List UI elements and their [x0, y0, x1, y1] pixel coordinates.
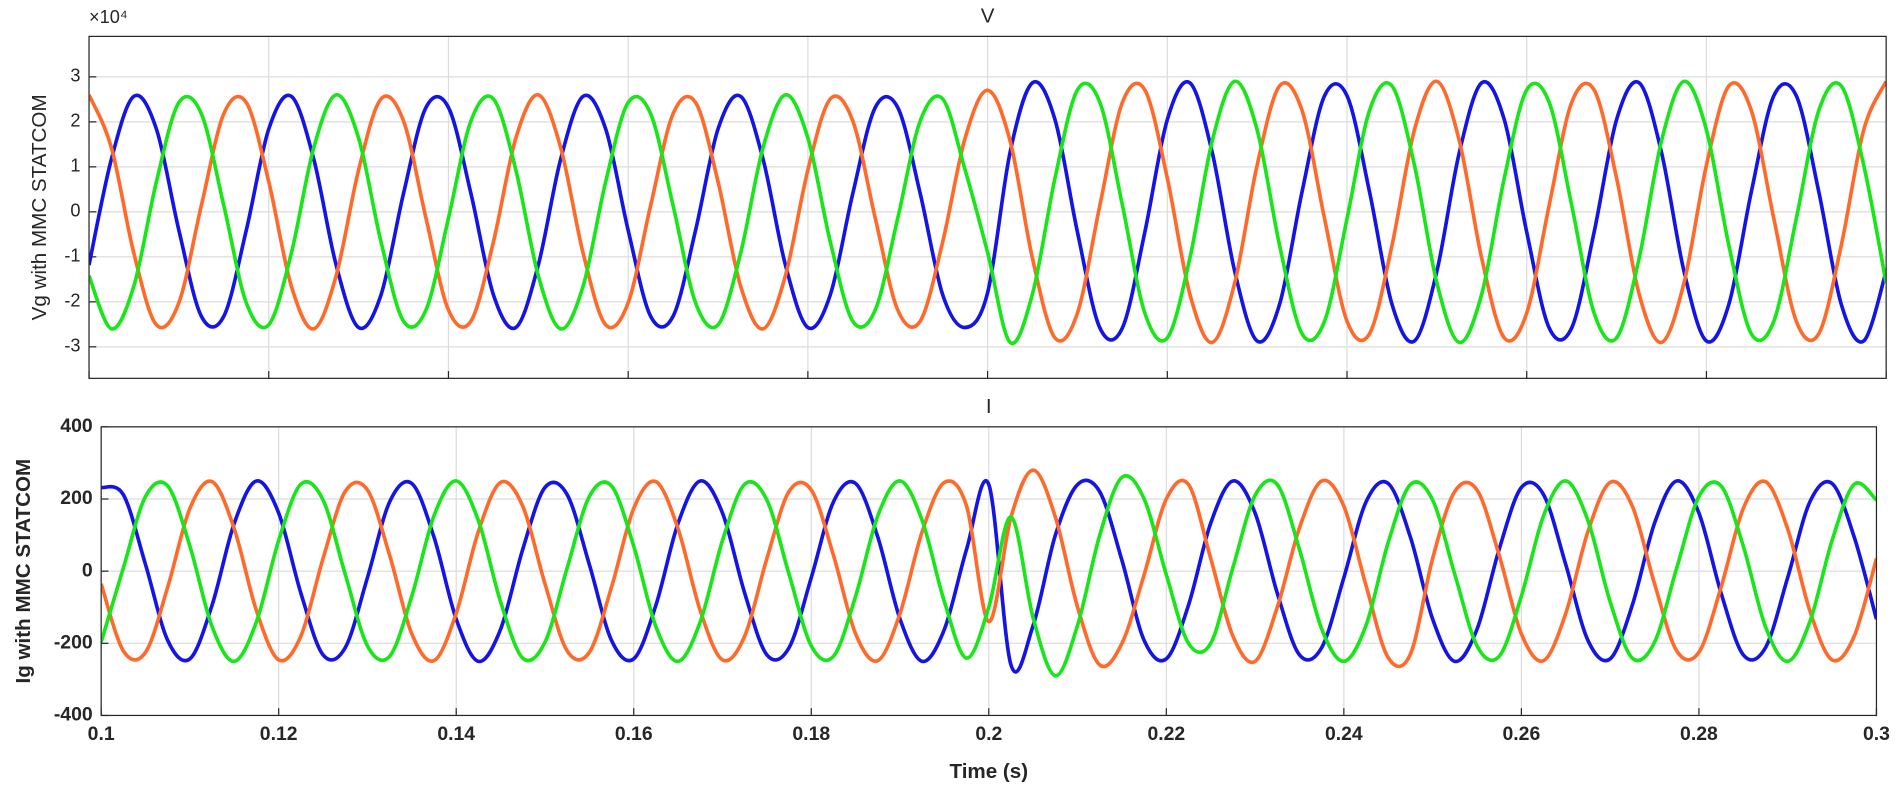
chart-title: V: [981, 4, 995, 27]
x-tick-label: 0.22: [1147, 723, 1185, 745]
y-tick-label: 200: [60, 487, 92, 509]
y-tick-label: -2: [64, 291, 80, 311]
y-tick-label: 0: [70, 201, 80, 221]
x-tick-label: 0.28: [1680, 723, 1718, 745]
series-line: [89, 79, 1887, 344]
y-axis-label: Ig with MMC STATCOM: [12, 459, 35, 684]
x-tick-label: 0.2: [975, 723, 1002, 745]
series-line: [101, 474, 1877, 678]
y-tick-label: -3: [64, 336, 80, 356]
x-tick-label: 0.24: [1325, 723, 1363, 745]
y-tick-label: -200: [54, 631, 93, 653]
axis-exponent: ×10⁴: [89, 7, 128, 27]
x-tick-label: 0.26: [1503, 723, 1541, 745]
y-tick-label: 400: [60, 415, 92, 437]
x-tick-label: 0.14: [437, 723, 475, 745]
y-tick-label: 0: [82, 559, 93, 581]
chart-title: I: [986, 395, 992, 418]
series-line: [89, 79, 1887, 346]
y-tick-label: 3: [70, 66, 80, 86]
x-tick-label: 0.1: [88, 723, 115, 745]
x-tick-label: 0.18: [792, 723, 830, 745]
y-axis-label: Vg with MMC STATCOM: [28, 94, 51, 320]
y-tick-label: 2: [70, 111, 80, 131]
series-line: [89, 79, 1887, 345]
series-line: [101, 478, 1877, 674]
axes-frame: [100, 426, 1878, 717]
x-axis-label: Time (s): [949, 760, 1028, 783]
x-tick-label: 0.3: [1863, 723, 1890, 745]
series-line: [101, 468, 1877, 669]
x-tick-label: 0.12: [260, 723, 298, 745]
axes-frame: [88, 35, 1887, 379]
x-tick-label: 0.16: [615, 723, 653, 745]
y-tick-label: 1: [70, 156, 80, 176]
y-tick-label: -400: [54, 704, 93, 726]
y-tick-label: -1: [64, 246, 80, 266]
